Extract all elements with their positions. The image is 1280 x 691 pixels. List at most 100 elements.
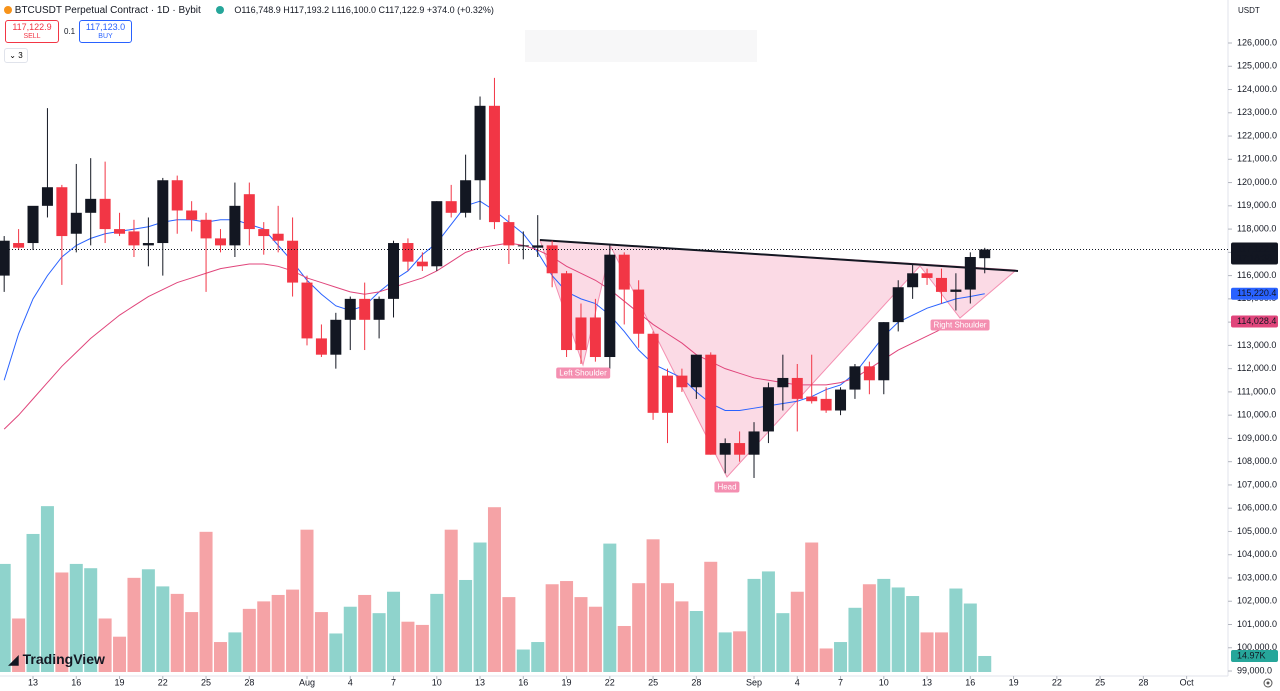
volume-bar bbox=[660, 583, 674, 672]
volume-bar bbox=[675, 601, 689, 672]
y-tick-label: 124,000.0 bbox=[1237, 84, 1277, 94]
settings-icon[interactable] bbox=[1263, 678, 1273, 688]
annotation: Head bbox=[714, 481, 740, 493]
candle-body bbox=[907, 273, 919, 288]
candle-body bbox=[0, 240, 10, 276]
candle-body bbox=[142, 243, 154, 246]
candle-body bbox=[532, 245, 544, 248]
quantity[interactable]: 0.1 bbox=[64, 27, 76, 36]
candle-body bbox=[99, 198, 111, 230]
volume-bar bbox=[228, 632, 242, 672]
currency[interactable]: USDT bbox=[1238, 6, 1260, 15]
candle-body bbox=[229, 205, 241, 246]
candle-body bbox=[748, 431, 760, 455]
volume-bar bbox=[531, 642, 545, 672]
last-price-box bbox=[1231, 242, 1278, 265]
volume-label-box bbox=[1231, 649, 1278, 662]
y-tick-label: 110,000.0 bbox=[1237, 410, 1276, 420]
sell-label: SELL bbox=[23, 33, 41, 40]
candle-body bbox=[460, 180, 472, 213]
y-tick-label: 104,000.0 bbox=[1237, 549, 1277, 559]
countdown: 17:18:38 bbox=[1237, 253, 1272, 263]
volume-bar bbox=[185, 612, 199, 672]
x-tick-label: 22 bbox=[1052, 677, 1062, 687]
volume-bar bbox=[718, 632, 732, 672]
candle-body bbox=[315, 338, 327, 355]
x-tick-label: 16 bbox=[518, 677, 528, 687]
volume-label: 14.97K bbox=[1237, 650, 1266, 660]
placeholder-panel bbox=[525, 30, 757, 62]
symbol[interactable]: BTCUSDT Perpetual Contract · 1D · Bybit bbox=[14, 5, 201, 16]
candle-body bbox=[589, 317, 601, 358]
candle-body bbox=[243, 194, 255, 230]
y-tick-label: 125,000.0 bbox=[1237, 61, 1277, 71]
candle-body bbox=[561, 273, 573, 351]
y-tick-label: 111,000.0 bbox=[1237, 386, 1276, 396]
candle-body bbox=[330, 319, 342, 355]
volume-bar bbox=[963, 603, 977, 672]
candle-body bbox=[287, 240, 299, 283]
candle-body bbox=[734, 443, 746, 455]
volume-bar bbox=[98, 618, 112, 672]
candle-body bbox=[373, 298, 385, 320]
y-tick-label: 100,000.0 bbox=[1237, 642, 1277, 652]
volume-bar bbox=[805, 542, 819, 672]
candle-body bbox=[921, 273, 933, 278]
x-tick-label: 10 bbox=[879, 677, 889, 687]
candle-body bbox=[863, 366, 875, 381]
y-tick-label: 118,000.0 bbox=[1237, 223, 1276, 233]
volume-bar bbox=[300, 529, 314, 672]
candle-body bbox=[388, 243, 400, 299]
x-tick-label: 10 bbox=[432, 677, 442, 687]
volume-bar bbox=[401, 621, 415, 672]
candle-body bbox=[950, 289, 962, 292]
candle-body bbox=[762, 387, 774, 432]
buy-button[interactable]: 117,123.0 BUY bbox=[79, 20, 132, 43]
y-tick-label: 119,000.0 bbox=[1237, 200, 1276, 210]
x-tick-label: 13 bbox=[475, 677, 485, 687]
volume-bar bbox=[906, 596, 920, 672]
candle-body bbox=[114, 229, 126, 234]
last-price-label: 117,122.9 bbox=[1237, 244, 1276, 254]
y-tick-label: 109,000.0 bbox=[1237, 433, 1277, 443]
candle-body bbox=[301, 282, 313, 339]
volume-bar bbox=[69, 563, 83, 672]
volume-bar bbox=[978, 655, 992, 672]
brand-mark: ◢ bbox=[8, 651, 23, 667]
candle-body bbox=[647, 333, 659, 413]
volume-bar bbox=[444, 529, 458, 672]
candle-body bbox=[690, 354, 702, 388]
ma-price-box bbox=[1231, 315, 1278, 328]
volume-bar bbox=[170, 593, 184, 672]
candle-body bbox=[676, 375, 688, 388]
candle-body bbox=[272, 233, 284, 241]
indicators-toggle[interactable]: ⌄ 3 bbox=[4, 48, 28, 63]
x-tick-label: 7 bbox=[391, 677, 396, 687]
candle-body bbox=[41, 187, 53, 206]
volume-bar bbox=[934, 632, 948, 672]
candle-body bbox=[85, 198, 97, 213]
volume-bar bbox=[127, 577, 141, 672]
candle-body bbox=[791, 377, 803, 399]
volume-bar bbox=[314, 612, 328, 672]
sell-button[interactable]: 117,122.9 SELL bbox=[5, 20, 59, 43]
status-dot bbox=[215, 6, 224, 14]
candle-body bbox=[835, 389, 847, 411]
candle-body bbox=[935, 277, 947, 292]
volume-bar bbox=[242, 608, 256, 672]
candle-body bbox=[979, 249, 991, 259]
ma-price-box bbox=[1231, 287, 1278, 300]
indicator-count: 3 bbox=[18, 51, 23, 60]
volume-bar bbox=[848, 607, 862, 672]
brand: ◢ TradingView bbox=[8, 651, 105, 668]
x-tick-label: 4 bbox=[795, 677, 800, 687]
candle-body bbox=[633, 289, 645, 334]
volume-bar bbox=[747, 578, 761, 672]
candle-body bbox=[56, 187, 68, 237]
settings-ring bbox=[1263, 678, 1273, 688]
volume-bar bbox=[790, 591, 804, 672]
volume-bar bbox=[358, 594, 372, 672]
volume-bar bbox=[502, 597, 516, 672]
x-tick-label: 19 bbox=[562, 677, 572, 687]
y-tick-label: 116,000.0 bbox=[1237, 270, 1276, 280]
